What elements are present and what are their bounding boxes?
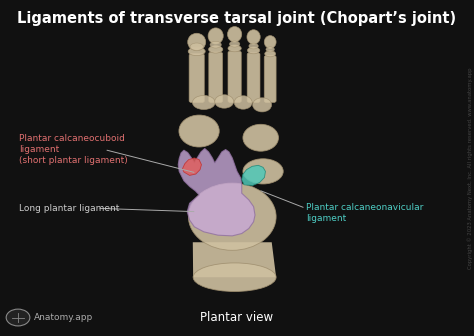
Ellipse shape <box>247 30 260 44</box>
Ellipse shape <box>243 124 279 151</box>
Text: Ligaments of transverse tarsal joint (Chopart’s joint): Ligaments of transverse tarsal joint (Ch… <box>18 11 456 26</box>
Ellipse shape <box>266 47 274 52</box>
Text: Copyright © 2023 Anatomy Next, Inc. All rights reserved. www.anatomy.app: Copyright © 2023 Anatomy Next, Inc. All … <box>467 67 473 269</box>
Text: Plantar view: Plantar view <box>201 311 273 324</box>
Ellipse shape <box>188 33 206 51</box>
Ellipse shape <box>188 47 205 56</box>
Ellipse shape <box>179 115 219 147</box>
Ellipse shape <box>190 43 203 50</box>
Polygon shape <box>178 149 255 236</box>
Ellipse shape <box>228 45 241 52</box>
Text: Plantar calcaneocuboid
ligament
(short plantar ligament): Plantar calcaneocuboid ligament (short p… <box>19 134 128 165</box>
Ellipse shape <box>193 263 276 292</box>
Ellipse shape <box>209 46 223 53</box>
Text: Plantar calcaneonavicular
ligament: Plantar calcaneonavicular ligament <box>306 203 423 223</box>
Ellipse shape <box>192 95 215 110</box>
Ellipse shape <box>264 51 275 57</box>
Ellipse shape <box>208 28 223 44</box>
Ellipse shape <box>253 98 272 112</box>
Ellipse shape <box>243 159 283 184</box>
Ellipse shape <box>188 183 276 250</box>
Polygon shape <box>242 165 265 185</box>
Text: Long plantar ligament: Long plantar ligament <box>19 204 119 213</box>
FancyBboxPatch shape <box>209 52 223 102</box>
Ellipse shape <box>228 27 242 42</box>
Ellipse shape <box>234 96 252 109</box>
Ellipse shape <box>247 47 260 54</box>
Ellipse shape <box>249 43 258 49</box>
Polygon shape <box>193 242 276 277</box>
Polygon shape <box>182 158 201 175</box>
FancyBboxPatch shape <box>228 51 241 102</box>
Ellipse shape <box>215 95 234 108</box>
Ellipse shape <box>229 41 240 47</box>
Ellipse shape <box>210 41 221 48</box>
FancyBboxPatch shape <box>247 53 260 102</box>
FancyBboxPatch shape <box>189 54 204 102</box>
Text: Anatomy.app: Anatomy.app <box>34 313 93 322</box>
Circle shape <box>6 309 30 326</box>
FancyBboxPatch shape <box>264 55 276 102</box>
Ellipse shape <box>264 36 276 48</box>
